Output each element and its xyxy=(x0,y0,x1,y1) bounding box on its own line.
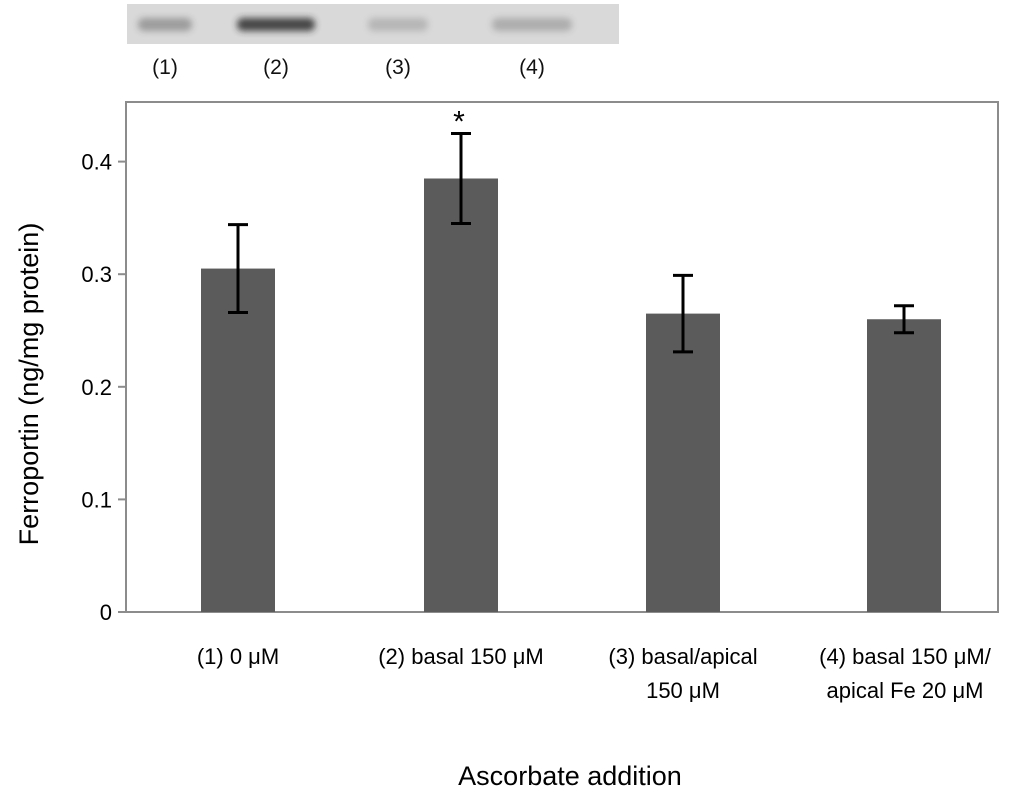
blot-lane-label: (1) xyxy=(152,56,178,79)
x-category-label: (4) basal 150 μM/ xyxy=(819,644,992,669)
plot-frame xyxy=(125,101,999,613)
bar xyxy=(201,268,275,612)
y-axis-title: Ferroportin (ng/mg protein) xyxy=(14,223,44,546)
bar xyxy=(424,178,498,613)
x-axis-title: Ascorbate addition xyxy=(458,761,682,791)
error-bar xyxy=(894,304,914,335)
blot-lane-label: (3) xyxy=(385,56,411,79)
error-bar xyxy=(673,273,693,354)
error-bar xyxy=(451,131,471,226)
y-tick-label: 0 xyxy=(100,600,112,625)
blot-band xyxy=(492,18,572,31)
significance-annotations: * xyxy=(453,105,465,138)
y-tick-label: 0.3 xyxy=(81,262,112,287)
y-tick-label: 0.4 xyxy=(81,150,112,175)
blot-lane-labels: (1) (2) (3) (4) xyxy=(152,56,545,79)
western-blot: (1) (2) (3) (4) xyxy=(127,4,619,79)
bar xyxy=(867,319,941,612)
x-category-label: 150 μM xyxy=(646,678,720,703)
blot-band xyxy=(368,18,428,31)
x-category-label: (3) basal/apical xyxy=(608,644,757,669)
bars xyxy=(201,178,941,613)
blot-bands xyxy=(138,18,572,31)
y-axis-ticks xyxy=(118,160,126,613)
y-axis-tick-labels: 0 0.1 0.2 0.3 0.4 xyxy=(81,150,112,625)
blot-band xyxy=(237,18,315,31)
error-bar xyxy=(228,223,248,314)
blot-lane-label: (4) xyxy=(519,56,545,79)
error-bars xyxy=(228,131,914,354)
x-category-label: apical Fe 20 μM xyxy=(827,678,984,703)
blot-band xyxy=(138,18,192,31)
x-category-label: (1) 0 μM xyxy=(197,644,279,669)
x-category-label: (2) basal 150 μM xyxy=(378,644,544,669)
blot-lane-label: (2) xyxy=(263,56,289,79)
y-tick-label: 0.1 xyxy=(81,487,112,512)
significance-asterisk: * xyxy=(453,105,465,138)
x-axis-category-labels: (1) 0 μM (2) basal 150 μM (3) basal/apical… xyxy=(197,644,992,703)
y-tick-label: 0.2 xyxy=(81,375,112,400)
bar xyxy=(646,313,720,612)
